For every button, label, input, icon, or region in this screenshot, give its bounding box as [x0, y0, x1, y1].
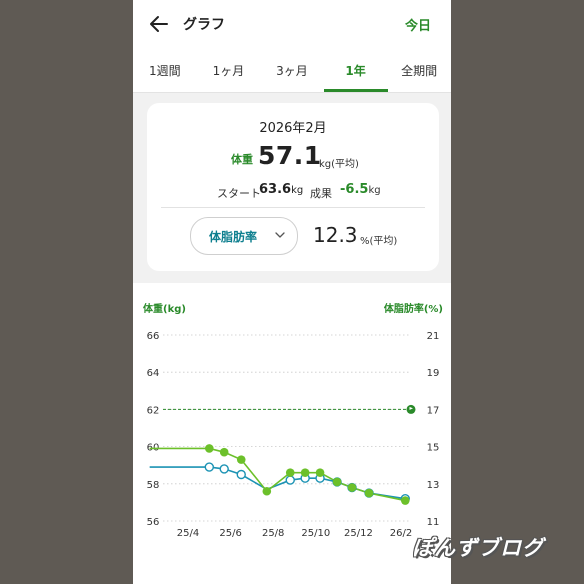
phone-screen: グラフ 今日 1週間 1ヶ月 3ヶ月 1年 全期間 2026年2月 体重 57.… — [133, 0, 451, 584]
weight-point — [205, 444, 214, 453]
tab-1-month[interactable]: 1ヶ月 — [212, 64, 245, 78]
weight-label: 体重 — [231, 153, 253, 166]
page-title: グラフ — [183, 17, 225, 33]
bodyfat-point — [285, 475, 295, 485]
y-tick-left: 64 — [147, 368, 160, 379]
result-weight-value: -6.5 — [340, 182, 369, 197]
x-tick-label: 25/8 — [262, 528, 284, 539]
weight-average-value: 57.1 — [258, 141, 322, 170]
today-button[interactable]: 今日 — [404, 19, 431, 34]
goal-flag-icon — [406, 404, 416, 414]
weight-point — [315, 468, 325, 477]
x-tick-label: 25/4 — [177, 528, 199, 539]
y-tick-right: 15 — [427, 443, 440, 454]
weight-point — [236, 455, 246, 464]
x-tick-label: 25/12 — [344, 528, 373, 539]
x-tick-label: 25/10 — [301, 528, 330, 539]
tab-all-time[interactable]: 全期間 — [401, 64, 438, 78]
weight-point — [219, 447, 229, 457]
weight-point — [300, 468, 310, 477]
weight-point — [364, 488, 374, 498]
x-tick-label: 26/2 — [390, 528, 412, 539]
body-fat-unit: %(平均) — [360, 236, 398, 247]
weight-point — [347, 483, 357, 492]
y-tick-left: 58 — [147, 480, 160, 491]
bodyfat-point — [219, 464, 229, 474]
goal-flag-mark — [409, 406, 413, 412]
weight-point — [400, 496, 410, 505]
body-fat-average-value: 12.3 — [313, 223, 358, 247]
app-bar: グラフ 今日 — [133, 0, 451, 50]
y-tick-right: 13 — [427, 480, 440, 491]
result-weight: -6.5kg — [340, 182, 381, 197]
x-tick-label: 25/6 — [219, 528, 241, 539]
bodyfat-point — [204, 462, 215, 472]
watermark: ぽんずブログ — [412, 536, 544, 560]
y-axis-left-label: 体重(kg) — [143, 302, 186, 315]
metric-selector-label: 体脂肪率 — [209, 230, 258, 244]
tab-1-year[interactable]: 1年 — [345, 64, 366, 78]
y-tick-left: 66 — [147, 331, 160, 342]
period-label: 2026年2月 — [259, 121, 327, 136]
y-tick-left: 62 — [147, 405, 160, 416]
y-axis-right-label: 体脂肪率(%) — [384, 302, 443, 315]
y-tick-right: 21 — [427, 331, 440, 342]
chart-panel: 体重(kg) 体脂肪率(%) 56 11 58 13 60 15 62 17 64 19 66 21 25/… — [133, 283, 451, 584]
y-tick-right: 17 — [427, 405, 440, 416]
weight-point — [285, 468, 295, 477]
y-tick-right: 11 — [427, 517, 440, 528]
bodyfat-point — [236, 469, 246, 480]
start-label: スタート — [217, 187, 261, 200]
metric-selector-button[interactable]: 体脂肪率 — [190, 217, 298, 255]
start-weight-unit: kg — [291, 185, 304, 196]
start-weight: 63.6kg — [259, 182, 303, 197]
chevron-down-icon — [275, 232, 285, 238]
y-tick-right: 19 — [427, 368, 440, 379]
start-weight-value: 63.6 — [259, 182, 292, 197]
result-label: 成果 — [310, 187, 332, 200]
period-tabs: 1週間 1ヶ月 3ヶ月 1年 全期間 — [133, 50, 451, 93]
arrow-left-icon[interactable] — [147, 12, 171, 36]
result-weight-unit: kg — [368, 185, 381, 196]
divider — [161, 207, 425, 208]
summary-card: 2026年2月 体重 57.1 kg(平均) スタート 63.6kg 成果 -6… — [147, 103, 439, 271]
y-tick-left: 56 — [147, 517, 160, 528]
tab-3-months[interactable]: 3ヶ月 — [276, 64, 308, 78]
weight-point — [332, 477, 342, 487]
weight-point — [262, 486, 272, 496]
weight-unit: kg(平均) — [319, 159, 359, 170]
tab-1-week[interactable]: 1週間 — [148, 64, 181, 78]
active-tab-indicator — [324, 89, 388, 92]
